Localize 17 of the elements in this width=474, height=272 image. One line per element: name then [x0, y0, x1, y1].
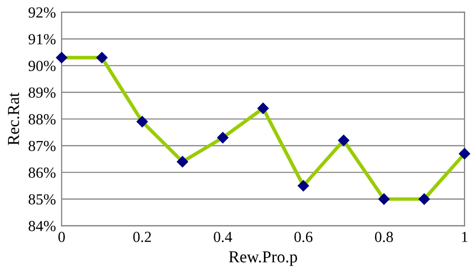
y-tick-label: 91%: [28, 34, 56, 44]
x-tick-label: 0: [58, 232, 65, 242]
x-tick-label: 0.6: [294, 232, 312, 242]
y-tick-label: 84%: [28, 220, 56, 232]
y-tick-label: 89%: [28, 87, 56, 98]
y-tick-label: 90%: [28, 60, 56, 72]
x-axis-title: Rew.Pro.p: [228, 251, 298, 266]
x-tick-label: 0.8: [374, 232, 393, 242]
y-axis-title: Rec.Rat: [8, 92, 20, 146]
y-tick-label: 92%: [28, 7, 56, 18]
y-tick-label: 86%: [28, 168, 56, 178]
y-tick-label: 87%: [28, 140, 56, 152]
x-tick-label: 1: [462, 232, 468, 242]
y-tick-label: 85%: [28, 194, 56, 205]
y-tick-label: 88%: [28, 114, 56, 124]
x-tick-label: 0.2: [133, 232, 151, 242]
x-tick-label: 0.4: [214, 232, 232, 242]
